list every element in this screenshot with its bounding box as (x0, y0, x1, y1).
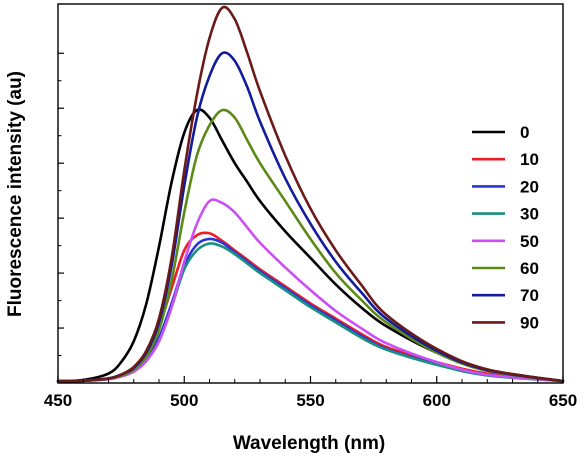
legend-label-20: 20 (520, 177, 539, 196)
series-line-60 (56, 108, 565, 383)
series-layer (56, 5, 565, 383)
x-axis-label: Wavelength (nm) (233, 433, 385, 454)
series-line-90 (56, 5, 565, 383)
x-tick-label: 600 (423, 391, 451, 410)
series-line-0 (56, 108, 565, 383)
y-axis-label: Fluorescence intensity (au) (5, 71, 26, 317)
legend-label-10: 10 (520, 150, 539, 169)
series-line-50 (56, 198, 565, 383)
plot-frame (57, 3, 564, 384)
legend-label-0: 0 (520, 123, 529, 142)
x-tick-label: 500 (170, 391, 198, 410)
series-line-20 (56, 237, 565, 383)
legend-label-90: 90 (520, 313, 539, 332)
legend-label-70: 70 (520, 286, 539, 305)
legend: 0 10 20 30 50 60 70 90 (472, 123, 539, 332)
legend-label-50: 50 (520, 232, 539, 251)
legend-label-60: 60 (520, 259, 539, 278)
legend-label-30: 30 (520, 205, 539, 224)
series-line-30 (56, 242, 565, 383)
x-tick-label: 650 (549, 391, 577, 410)
series-line-70 (56, 51, 565, 383)
x-tick-label: 550 (296, 391, 324, 410)
ticks-layer: 450 500 550 600 650 (44, 52, 577, 410)
x-tick-label: 450 (44, 391, 72, 410)
